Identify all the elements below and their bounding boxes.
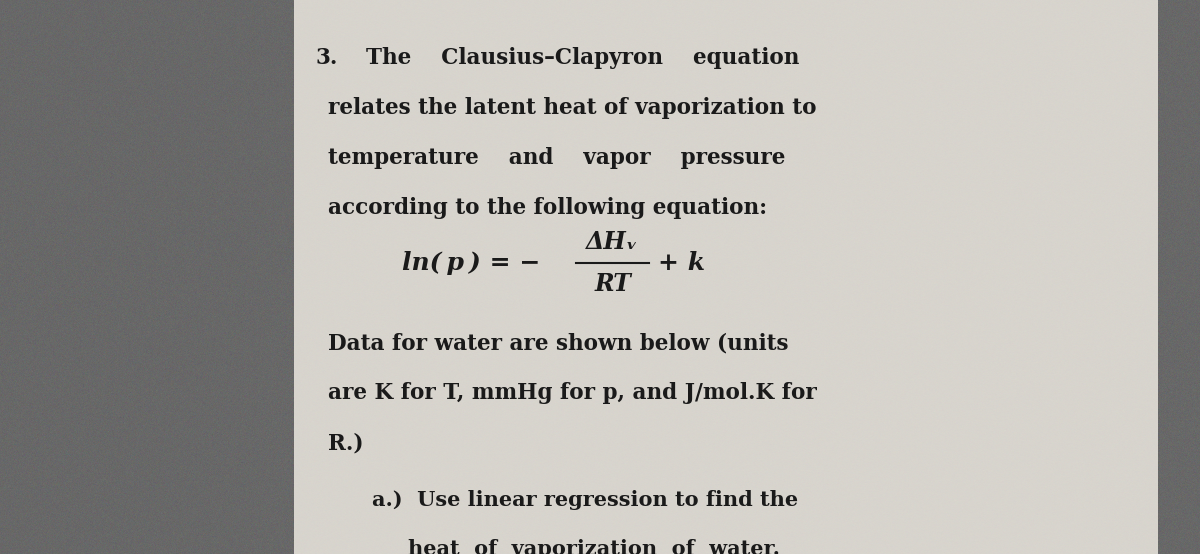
Text: R.): R.) (328, 432, 364, 454)
Text: ln( p ) = −: ln( p ) = − (402, 251, 540, 275)
FancyBboxPatch shape (294, 0, 1158, 554)
Text: + k: + k (658, 251, 704, 275)
Text: The    Clausius–Clapyron    equation: The Clausius–Clapyron equation (366, 47, 799, 69)
Text: RT: RT (594, 272, 631, 296)
Text: according to the following equation:: according to the following equation: (328, 197, 767, 219)
Text: are K for T, mmHg for p, and J/mol.K for: are K for T, mmHg for p, and J/mol.K for (328, 382, 816, 404)
Text: relates the latent heat of vaporization to: relates the latent heat of vaporization … (328, 97, 816, 119)
Text: Data for water are shown below (units: Data for water are shown below (units (328, 332, 788, 355)
Text: ΔHᵥ: ΔHᵥ (587, 230, 638, 254)
Text: a.)  Use linear regression to find the: a.) Use linear regression to find the (372, 490, 798, 510)
Text: heat  of  vaporization  of  water.: heat of vaporization of water. (408, 539, 780, 554)
Text: temperature    and    vapor    pressure: temperature and vapor pressure (328, 147, 785, 169)
Text: 3.: 3. (316, 47, 338, 69)
